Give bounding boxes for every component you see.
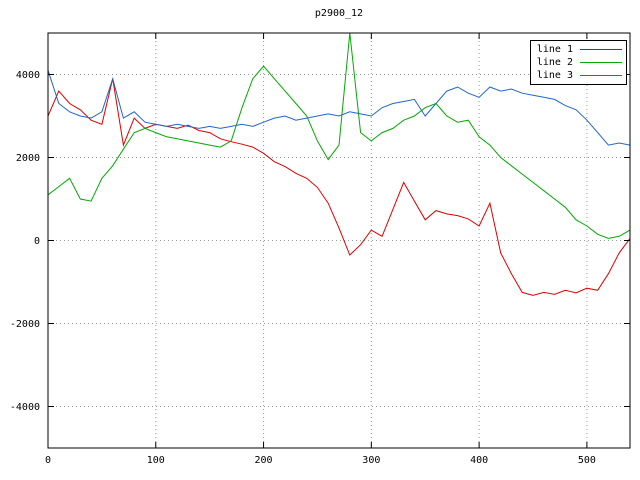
plot-border bbox=[47, 32, 631, 449]
x-tick-label: 300 bbox=[362, 455, 380, 466]
x-tick-label: 100 bbox=[147, 455, 165, 466]
y-tick-label: 0 bbox=[34, 236, 40, 247]
series-line-2 bbox=[47, 32, 631, 239]
legend-row: line 1 bbox=[537, 43, 622, 56]
legend-row: line 2 bbox=[537, 56, 622, 69]
series-line-3 bbox=[47, 70, 631, 146]
x-tick-label: 200 bbox=[255, 455, 273, 466]
x-tick-label: 500 bbox=[578, 455, 596, 466]
x-tick-label: 0 bbox=[45, 455, 51, 466]
legend: line 1 line 2 line 3 bbox=[529, 40, 627, 85]
chart-title: p2900_12 bbox=[314, 8, 364, 19]
legend-line-sample bbox=[580, 49, 622, 50]
x-tick-label: 400 bbox=[470, 455, 488, 466]
legend-label: line 1 bbox=[536, 44, 573, 55]
y-tick-label: -2000 bbox=[10, 319, 40, 330]
legend-label: line 3 bbox=[536, 70, 573, 81]
legend-line-sample bbox=[580, 75, 622, 76]
legend-label: line 2 bbox=[536, 57, 573, 68]
series-line-1 bbox=[47, 78, 631, 296]
legend-line-sample bbox=[580, 62, 622, 63]
y-tick-label: 2000 bbox=[16, 153, 40, 164]
y-tick-label: -4000 bbox=[10, 402, 40, 413]
y-tick-label: 4000 bbox=[16, 70, 40, 81]
legend-row: line 3 bbox=[537, 69, 622, 82]
